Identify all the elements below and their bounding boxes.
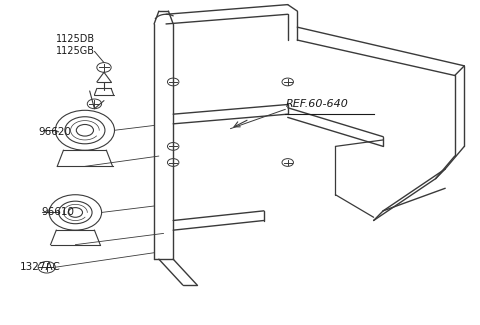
Text: REF.60-640: REF.60-640: [285, 99, 348, 110]
Text: 96620: 96620: [38, 127, 72, 137]
Text: 1125DB
1125GB: 1125DB 1125GB: [56, 34, 95, 56]
Text: 1327AC: 1327AC: [20, 262, 60, 272]
Text: 96610: 96610: [41, 207, 74, 217]
